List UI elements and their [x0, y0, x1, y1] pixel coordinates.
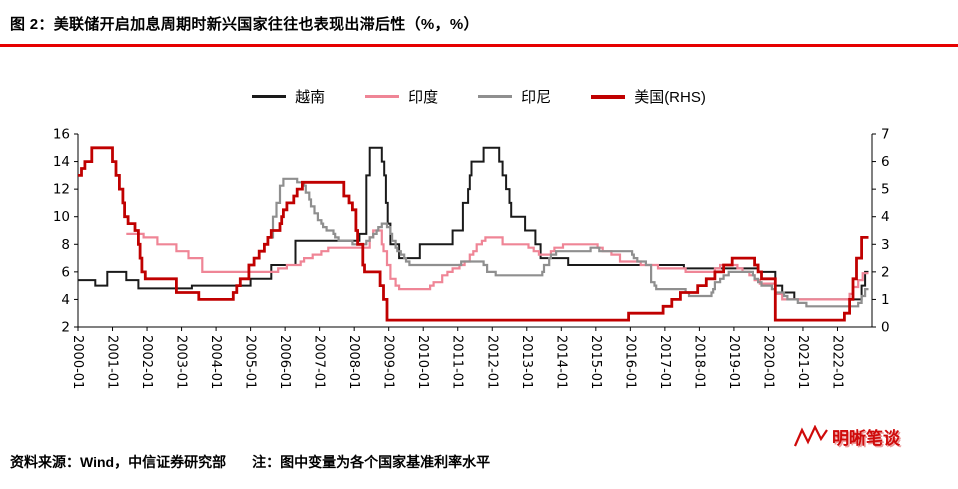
- vietnam-line-swatch: [252, 95, 287, 98]
- x-tick-label: 2015-01: [588, 335, 603, 389]
- right-tick-label: 1: [881, 292, 890, 308]
- chart-legend: 越南 印度 印尼 美国(RHS): [0, 86, 958, 107]
- right-tick-label: 3: [881, 237, 890, 253]
- watermark-text: 明晰笔谈: [832, 429, 900, 448]
- x-tick-label: 2011-01: [450, 335, 465, 389]
- x-tick-label: 2022-01: [829, 335, 844, 389]
- figure-title: 图 2：美联储开启加息周期时新兴国家往往也表现出滞后性（%，%）: [10, 16, 479, 33]
- india-line-swatch: [365, 95, 400, 98]
- series-us-line: [78, 146, 869, 322]
- x-tick-label: 2010-01: [415, 335, 430, 389]
- figure-header: 图 2：美联储开启加息周期时新兴国家往往也表现出滞后性（%，%）: [0, 0, 958, 47]
- indonesia-line-swatch: [478, 95, 513, 98]
- left-tick-label: 8: [61, 237, 70, 253]
- legend-item-vietnam: 越南: [252, 86, 325, 107]
- x-tick-label: 2020-01: [760, 335, 775, 389]
- x-tick-label: 2021-01: [795, 335, 810, 389]
- x-tick-label: 2004-01: [208, 335, 223, 389]
- x-tick-label: 2017-01: [657, 335, 672, 389]
- right-tick-label: 0: [881, 320, 890, 336]
- x-tick-label: 2003-01: [174, 335, 189, 389]
- left-tick-label: 6: [61, 264, 70, 280]
- left-tick-label: 12: [53, 182, 70, 198]
- legend-label-indonesia: 印尼: [521, 89, 552, 106]
- series-indonesia-line: [267, 177, 869, 308]
- note-text: 注：图中变量为各个国家基准利率水平: [252, 454, 491, 470]
- legend-item-india: 印度: [365, 86, 438, 107]
- watermark: 明晰笔谈: [794, 424, 900, 449]
- right-tick-label: 4: [881, 209, 890, 225]
- watermark-logo-icon: [794, 424, 828, 446]
- x-tick-label: 2013-01: [519, 335, 534, 389]
- legend-label-vietnam: 越南: [295, 89, 326, 106]
- us-line-swatch: [591, 94, 626, 99]
- x-tick-label: 2005-01: [243, 335, 258, 389]
- series-vietnam-line: [78, 146, 869, 301]
- x-tick-label: 2007-01: [312, 335, 327, 389]
- x-tick-label: 2006-01: [277, 335, 292, 389]
- x-tick-label: 2018-01: [691, 335, 706, 389]
- x-tick-label: 2016-01: [622, 335, 637, 389]
- x-tick-label: 2009-01: [381, 335, 396, 389]
- left-tick-label: 4: [61, 292, 70, 308]
- x-tick-label: 2014-01: [553, 335, 568, 389]
- right-tick-label: 6: [881, 154, 890, 170]
- x-tick-label: 2002-01: [139, 335, 154, 389]
- source-text: 资料来源：Wind，中信证券研究部: [10, 454, 227, 470]
- series-india-line: [126, 229, 869, 301]
- legend-label-india: 印度: [408, 89, 439, 106]
- right-tick-label: 5: [881, 182, 890, 198]
- x-tick-label: 2000-01: [70, 335, 85, 389]
- figure-footer: 资料来源：Wind，中信证券研究部 注：图中变量为各个国家基准利率水平: [10, 452, 490, 472]
- left-tick-label: 16: [53, 127, 70, 143]
- legend-item-indonesia: 印尼: [478, 86, 551, 107]
- left-tick-label: 2: [61, 320, 70, 336]
- legend-item-us: 美国(RHS): [591, 86, 706, 107]
- legend-label-us: 美国(RHS): [634, 89, 706, 106]
- x-tick-label: 2019-01: [726, 335, 741, 389]
- right-tick-label: 7: [881, 127, 890, 143]
- right-tick-label: 2: [881, 264, 890, 280]
- left-tick-label: 14: [53, 154, 70, 170]
- x-tick-label: 2012-01: [484, 335, 499, 389]
- left-tick-label: 10: [53, 209, 70, 225]
- x-tick-label: 2008-01: [346, 335, 361, 389]
- x-tick-label: 2001-01: [105, 335, 120, 389]
